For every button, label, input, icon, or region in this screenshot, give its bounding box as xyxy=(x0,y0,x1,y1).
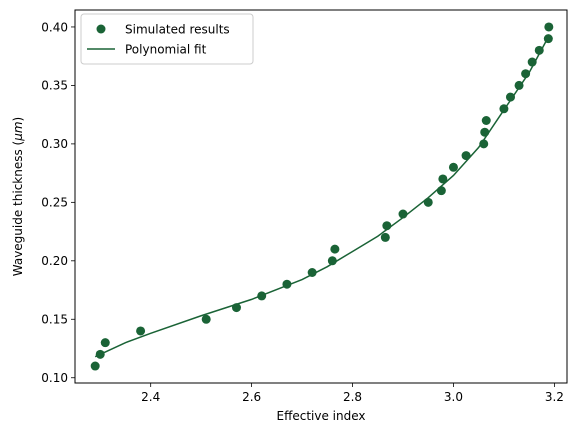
legend-label-simulated: Simulated results xyxy=(125,23,230,37)
data-point xyxy=(231,303,241,313)
x-tick-label: 3.0 xyxy=(444,390,463,404)
data-point xyxy=(448,162,458,172)
data-point xyxy=(461,151,471,161)
legend: Simulated results Polynomial fit xyxy=(80,13,254,65)
y-tick-label: 0.10 xyxy=(41,371,68,385)
data-point xyxy=(436,186,446,196)
data-point xyxy=(481,116,491,125)
data-point xyxy=(480,127,490,137)
y-axis-label-main: Waveguide thickness ( xyxy=(11,141,25,277)
plot-content xyxy=(90,22,554,371)
data-point xyxy=(544,22,554,32)
data-point xyxy=(380,232,390,242)
data-point xyxy=(534,45,544,55)
x-tick-label: 2.8 xyxy=(343,390,362,404)
y-tick-label: 0.25 xyxy=(41,196,68,210)
data-point xyxy=(499,104,509,114)
x-tick-label: 2.4 xyxy=(141,390,160,404)
x-tick-label: 3.2 xyxy=(545,390,564,404)
data-point xyxy=(527,57,537,67)
data-point xyxy=(423,197,433,207)
plot-frame xyxy=(74,9,568,384)
data-point xyxy=(201,314,211,324)
data-point xyxy=(282,279,292,289)
y-axis: 0.10 0.15 0.20 0.25 0.30 0.35 0.40 xyxy=(41,20,75,385)
data-point xyxy=(257,291,267,301)
data-point xyxy=(438,174,448,184)
y-tick-label: 0.20 xyxy=(41,254,68,268)
data-point xyxy=(330,244,340,254)
x-axis-label: Effective index xyxy=(277,409,366,423)
data-point xyxy=(505,92,515,102)
data-point xyxy=(327,256,337,266)
data-point xyxy=(514,80,524,90)
y-axis-label-close: ) xyxy=(11,117,25,122)
x-tick-label: 2.6 xyxy=(242,390,261,404)
y-tick-label: 0.40 xyxy=(41,20,68,34)
y-axis-label-unit: μm xyxy=(11,121,25,141)
data-point xyxy=(136,326,146,336)
legend-label-fit: Polynomial fit xyxy=(125,43,207,57)
x-axis: 2.4 2.6 2.8 3.0 3.2 xyxy=(141,383,564,404)
y-tick-label: 0.35 xyxy=(41,79,68,93)
data-point xyxy=(398,209,408,219)
data-point xyxy=(521,69,531,79)
data-point xyxy=(90,361,100,371)
data-point xyxy=(100,338,110,348)
data-point xyxy=(479,139,489,149)
fit-line xyxy=(94,34,551,358)
legend-scatter-marker xyxy=(96,24,106,34)
data-point xyxy=(382,221,392,231)
y-tick-label: 0.15 xyxy=(41,313,68,327)
legend-box xyxy=(80,13,254,65)
y-axis-label: Waveguide thickness (μm) xyxy=(11,117,25,277)
y-tick-label: 0.30 xyxy=(41,137,68,151)
data-point xyxy=(543,34,553,44)
data-point xyxy=(95,349,105,359)
data-point xyxy=(307,268,317,277)
